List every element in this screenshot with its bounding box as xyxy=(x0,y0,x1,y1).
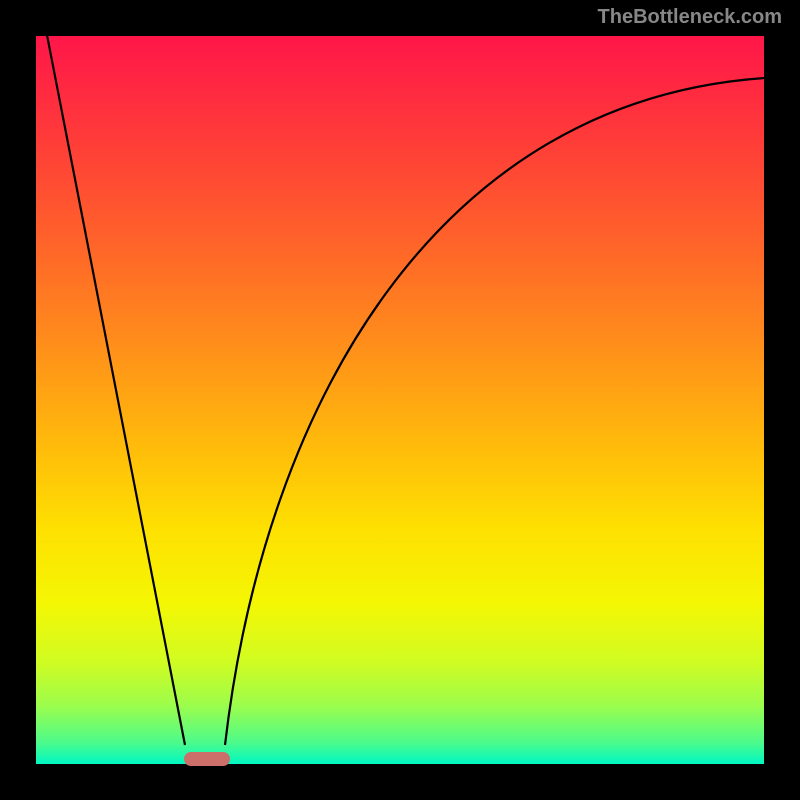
chart-background xyxy=(36,36,764,764)
watermark-text: TheBottleneck.com xyxy=(598,6,782,29)
bottleneck-chart xyxy=(0,0,800,800)
chart-container: TheBottleneck.com xyxy=(0,0,800,800)
optimal-marker xyxy=(184,752,230,766)
